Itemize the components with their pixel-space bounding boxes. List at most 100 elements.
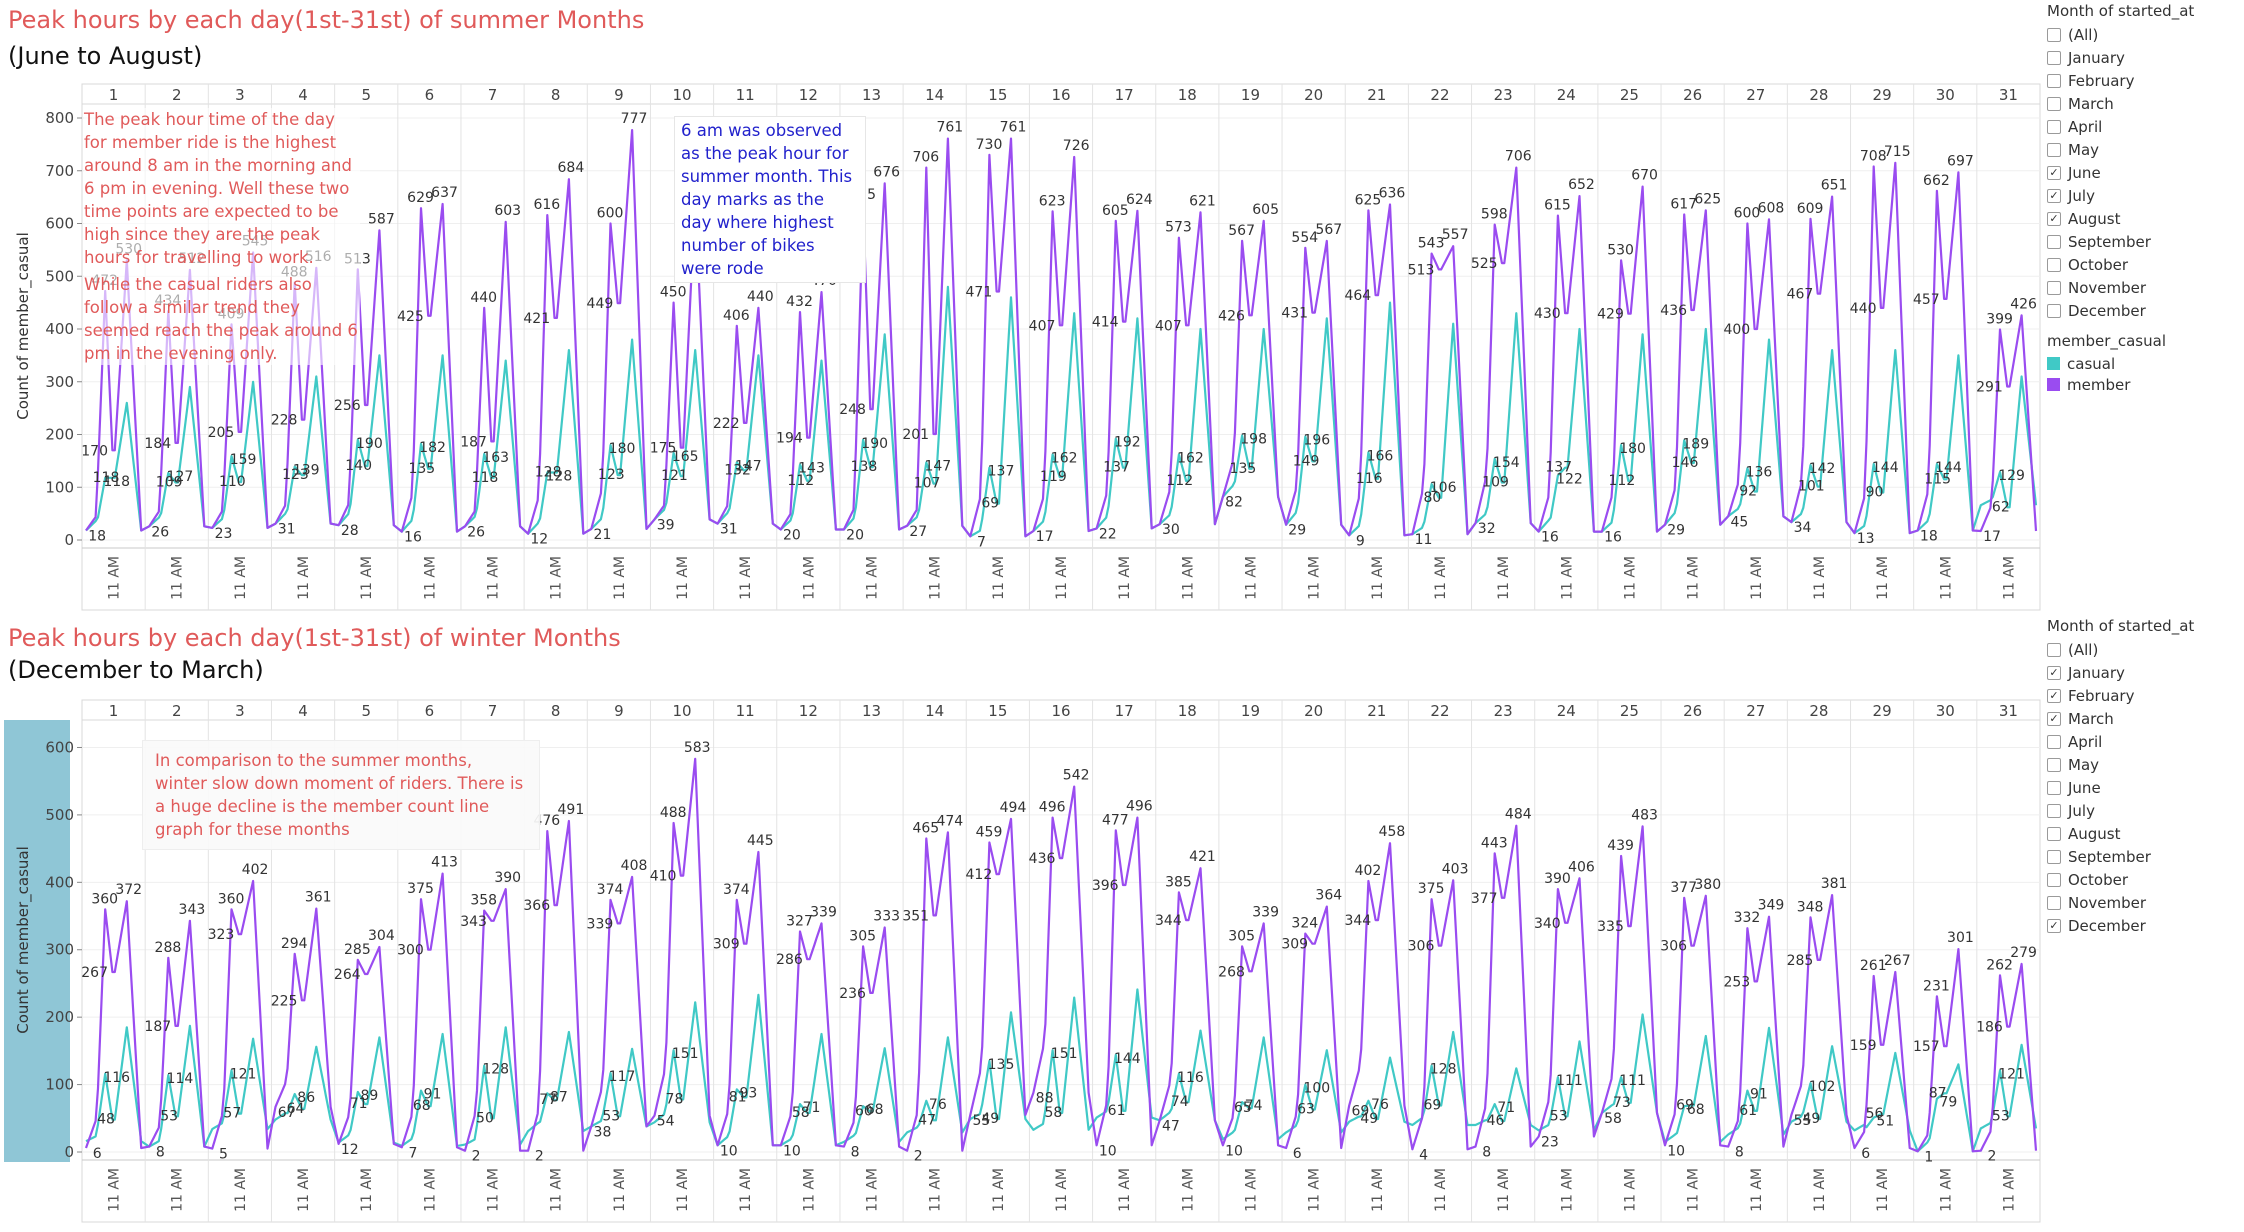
legend-label: casual bbox=[2067, 354, 2116, 373]
day-header: 16 bbox=[1051, 86, 1070, 104]
casual-peak-label: 121 bbox=[230, 1066, 257, 1082]
month-option-november[interactable]: November bbox=[2047, 276, 2237, 299]
month-option-march[interactable]: ✓ March bbox=[2047, 707, 2237, 730]
checkbox-icon[interactable] bbox=[2047, 73, 2061, 88]
month-option-june[interactable]: June bbox=[2047, 776, 2237, 799]
month-option-april[interactable]: April bbox=[2047, 730, 2237, 753]
month-option-all[interactable]: (All) bbox=[2047, 23, 2237, 46]
month-option-august[interactable]: August bbox=[2047, 822, 2237, 845]
y-axis-band bbox=[4, 720, 70, 1162]
month-option-january[interactable]: January bbox=[2047, 46, 2237, 69]
checkbox-icon[interactable] bbox=[2047, 826, 2061, 841]
member-evening-peak-label: 715 bbox=[1884, 144, 1911, 160]
member-evening-peak-label: 496 bbox=[1126, 799, 1153, 815]
checkbox-icon[interactable] bbox=[2047, 257, 2061, 272]
member-low-label: 29 bbox=[1667, 523, 1685, 539]
month-option-december[interactable]: ✓ December bbox=[2047, 914, 2237, 937]
checkbox-checked-icon[interactable]: ✓ bbox=[2047, 711, 2061, 726]
day-header: 11 bbox=[736, 702, 755, 720]
month-option-october[interactable]: October bbox=[2047, 868, 2237, 891]
member-midday-label: 414 bbox=[1092, 315, 1119, 331]
checkbox-icon[interactable] bbox=[2047, 895, 2061, 910]
checkbox-icon[interactable] bbox=[2047, 142, 2061, 157]
month-option-april[interactable]: April bbox=[2047, 115, 2237, 138]
month-option-september[interactable]: September bbox=[2047, 845, 2237, 868]
series-line-casual bbox=[85, 285, 2038, 538]
legend-label: member bbox=[2067, 375, 2131, 394]
day-header: 12 bbox=[799, 86, 818, 104]
month-option-february[interactable]: ✓ February bbox=[2047, 684, 2237, 707]
checkbox-checked-icon[interactable]: ✓ bbox=[2047, 188, 2061, 203]
day-header: 14 bbox=[925, 702, 944, 720]
month-option-label: March bbox=[2068, 709, 2114, 728]
checkbox-checked-icon[interactable]: ✓ bbox=[2047, 918, 2061, 933]
member-morning-peak-label: 390 bbox=[1544, 871, 1571, 887]
casual-peak-label: 79 bbox=[1940, 1095, 1958, 1111]
casual-midday-label: 128 bbox=[535, 464, 562, 480]
member-midday-label: 513 bbox=[1408, 262, 1435, 278]
checkbox-icon[interactable] bbox=[2047, 96, 2061, 111]
member-evening-peak-label: 652 bbox=[1568, 177, 1595, 193]
legend-item-member[interactable]: member bbox=[2047, 374, 2237, 395]
checkbox-icon[interactable] bbox=[2047, 780, 2061, 795]
series-line-casual bbox=[85, 988, 2038, 1153]
casual-midday-label: 116 bbox=[1356, 471, 1383, 487]
checkbox-icon[interactable] bbox=[2047, 803, 2061, 818]
month-option-november[interactable]: November bbox=[2047, 891, 2237, 914]
plot-frame bbox=[81, 83, 2041, 611]
month-option-all[interactable]: (All) bbox=[2047, 638, 2237, 661]
member-midday-label: 194 bbox=[776, 431, 803, 447]
casual-peak-label: 116 bbox=[103, 1070, 130, 1086]
checkbox-checked-icon[interactable]: ✓ bbox=[2047, 665, 2061, 680]
casual-midday-label: 58 bbox=[1045, 1105, 1063, 1121]
month-option-label: February bbox=[2068, 71, 2135, 90]
checkbox-icon[interactable] bbox=[2047, 27, 2061, 42]
month-option-may[interactable]: May bbox=[2047, 138, 2237, 161]
checkbox-icon[interactable] bbox=[2047, 849, 2061, 864]
x-tick-label: 11 AM bbox=[1054, 1168, 1070, 1212]
member-midday-label: 430 bbox=[1534, 306, 1561, 322]
checkbox-icon[interactable] bbox=[2047, 642, 2061, 657]
month-option-february[interactable]: February bbox=[2047, 69, 2237, 92]
checkbox-icon[interactable] bbox=[2047, 234, 2061, 249]
month-option-january[interactable]: ✓ January bbox=[2047, 661, 2237, 684]
casual-midday-label: 63 bbox=[1297, 1102, 1315, 1118]
month-option-october[interactable]: October bbox=[2047, 253, 2237, 276]
day-header: 4 bbox=[298, 702, 308, 720]
checkbox-checked-icon[interactable]: ✓ bbox=[2047, 688, 2061, 703]
checkbox-icon[interactable] bbox=[2047, 50, 2061, 65]
day-header: 3 bbox=[235, 86, 245, 104]
checkbox-icon[interactable] bbox=[2047, 119, 2061, 134]
checkbox-checked-icon[interactable]: ✓ bbox=[2047, 165, 2061, 180]
casual-peak-label: 121 bbox=[1998, 1066, 2025, 1082]
casual-midday-label: 47 bbox=[918, 1112, 936, 1128]
member-low-label: 39 bbox=[657, 517, 675, 533]
month-option-august[interactable]: ✓ August bbox=[2047, 207, 2237, 230]
month-option-september[interactable]: September bbox=[2047, 230, 2237, 253]
month-option-july[interactable]: ✓ July bbox=[2047, 184, 2237, 207]
casual-peak-label: 68 bbox=[1687, 1102, 1705, 1118]
checkbox-icon[interactable] bbox=[2047, 280, 2061, 295]
casual-peak-label: 76 bbox=[1371, 1097, 1389, 1113]
member-morning-peak-label: 305 bbox=[849, 928, 876, 944]
member-midday-label: 256 bbox=[334, 398, 361, 414]
month-option-may[interactable]: May bbox=[2047, 753, 2237, 776]
checkbox-checked-icon[interactable]: ✓ bbox=[2047, 211, 2061, 226]
month-option-march[interactable]: March bbox=[2047, 92, 2237, 115]
casual-midday-label: 123 bbox=[598, 467, 625, 483]
month-option-july[interactable]: July bbox=[2047, 799, 2237, 822]
casual-peak-label: 190 bbox=[356, 436, 383, 452]
casual-midday-label: 61 bbox=[1108, 1103, 1126, 1119]
casual-midday-label: 69 bbox=[1423, 1097, 1441, 1113]
month-option-june[interactable]: ✓ June bbox=[2047, 161, 2237, 184]
checkbox-icon[interactable] bbox=[2047, 757, 2061, 772]
checkbox-icon[interactable] bbox=[2047, 303, 2061, 318]
member-morning-peak-label: 730 bbox=[976, 137, 1003, 153]
month-option-december[interactable]: December bbox=[2047, 299, 2237, 322]
casual-peak-label: 128 bbox=[482, 1062, 509, 1078]
member-midday-label: 425 bbox=[397, 309, 424, 325]
checkbox-icon[interactable] bbox=[2047, 872, 2061, 887]
checkbox-icon[interactable] bbox=[2047, 734, 2061, 749]
legend-item-casual[interactable]: casual bbox=[2047, 353, 2237, 374]
member-morning-peak-label: 476 bbox=[533, 813, 560, 829]
